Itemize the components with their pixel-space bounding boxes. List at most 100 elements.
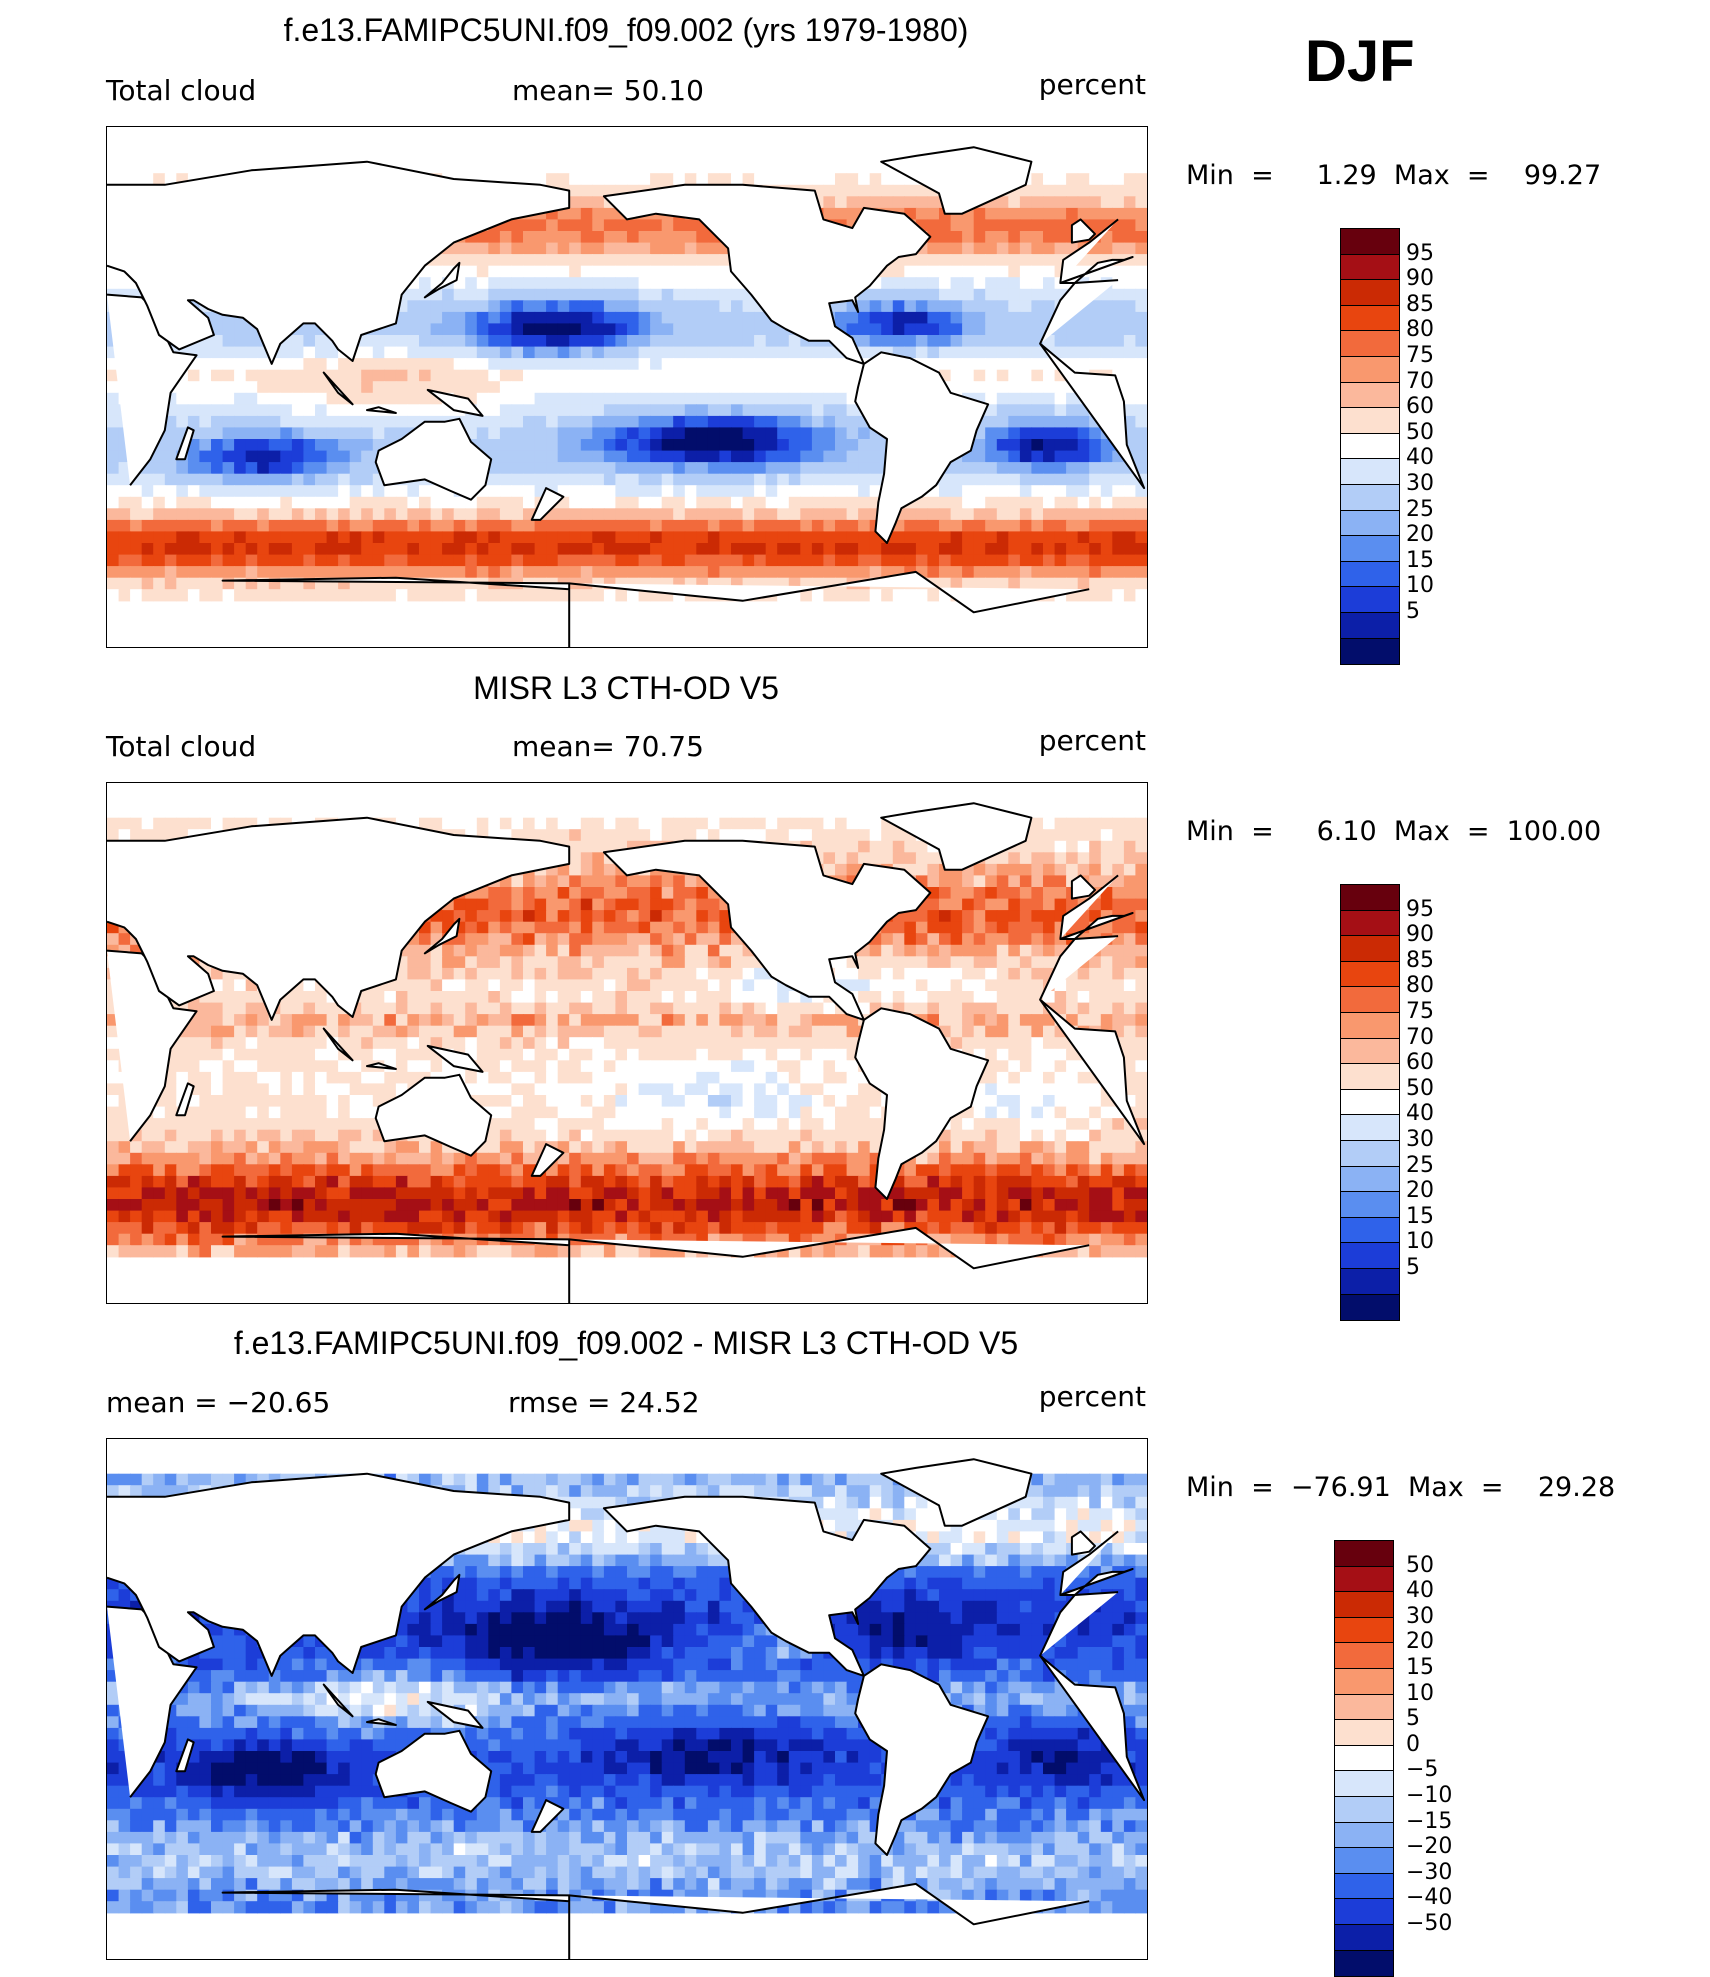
field-cell xyxy=(939,497,951,509)
field-cell xyxy=(777,566,789,578)
field-cell xyxy=(997,520,1009,532)
field-cell xyxy=(615,829,627,841)
field-cell xyxy=(974,945,986,957)
field-cell xyxy=(431,312,443,324)
field-cell xyxy=(1135,404,1147,416)
field-cell xyxy=(951,381,963,393)
field-cell xyxy=(1031,173,1043,185)
field-cell xyxy=(685,266,697,278)
field-cell xyxy=(280,439,292,451)
field-cell xyxy=(292,531,304,543)
field-cell xyxy=(847,589,859,601)
field-cell xyxy=(800,818,812,830)
field-cell xyxy=(650,231,662,243)
field-cell xyxy=(823,173,835,185)
field-cell xyxy=(384,358,396,370)
field-cell xyxy=(662,404,674,416)
field-cell xyxy=(569,899,581,911)
field-cell xyxy=(719,277,731,289)
field-cell xyxy=(327,462,339,474)
field-cell xyxy=(1112,497,1124,509)
field-cell xyxy=(176,416,188,428)
field-cell xyxy=(1020,497,1032,509)
field-cell xyxy=(650,531,662,543)
field-cell xyxy=(719,289,731,301)
field-cell xyxy=(442,910,454,922)
field-cell xyxy=(835,358,847,370)
field-cell xyxy=(1135,312,1147,324)
field-cell xyxy=(985,219,997,231)
field-cell xyxy=(327,427,339,439)
field-cell xyxy=(477,910,489,922)
field-cell xyxy=(847,323,859,335)
field-cell xyxy=(488,933,500,945)
field-cell xyxy=(673,543,685,555)
field-cell xyxy=(431,922,443,934)
field-cell xyxy=(153,451,165,463)
field-cell xyxy=(927,945,939,957)
field-cell xyxy=(569,277,581,289)
field-cell xyxy=(604,1003,616,1015)
field-cell xyxy=(1135,841,1147,853)
field-cell xyxy=(997,266,1009,278)
field-cell xyxy=(997,543,1009,555)
field-cell xyxy=(188,462,200,474)
field-cell xyxy=(1031,531,1043,543)
field-cell xyxy=(1078,196,1090,208)
field-cell xyxy=(1008,566,1020,578)
field-cell xyxy=(188,370,200,382)
field-cell xyxy=(1020,196,1032,208)
field-cell xyxy=(569,393,581,405)
field-cell xyxy=(985,208,997,220)
field-cell xyxy=(1008,520,1020,532)
field-cell xyxy=(927,933,939,945)
field-cell xyxy=(569,243,581,255)
field-cell xyxy=(303,1003,315,1015)
field-cell xyxy=(1043,208,1055,220)
field-cell xyxy=(615,277,627,289)
field-cell xyxy=(685,910,697,922)
field-cell xyxy=(535,818,547,830)
field-cell xyxy=(823,543,835,555)
field-cell xyxy=(997,243,1009,255)
field-cell xyxy=(373,520,385,532)
field-cell xyxy=(731,474,743,486)
field-cell xyxy=(442,508,454,520)
field-cell xyxy=(823,578,835,590)
field-cell xyxy=(500,979,512,991)
field-cell xyxy=(592,173,604,185)
panel-1-title: f.e13.FAMIPC5UNI.f09_f09.002 (yrs 1979-1… xyxy=(106,12,1146,49)
field-cell xyxy=(119,589,131,601)
field-cell xyxy=(951,266,963,278)
field-cell xyxy=(592,219,604,231)
field-cell xyxy=(1089,531,1101,543)
field-cell xyxy=(1020,566,1032,578)
field-cell xyxy=(974,254,986,266)
field-cell xyxy=(234,427,246,439)
field-cell xyxy=(269,485,281,497)
field-cell xyxy=(604,254,616,266)
field-cell xyxy=(350,497,362,509)
field-cell xyxy=(488,393,500,405)
field-cell xyxy=(916,968,928,980)
field-cell xyxy=(511,1003,523,1015)
field-cell xyxy=(997,451,1009,463)
field-cell xyxy=(315,555,327,567)
field-cell xyxy=(627,520,639,532)
field-cell xyxy=(165,485,177,497)
field-cell xyxy=(327,404,339,416)
field-cell xyxy=(535,956,547,968)
field-cell xyxy=(615,312,627,324)
field-cell xyxy=(627,945,639,957)
field-cell xyxy=(1020,231,1032,243)
field-cell xyxy=(558,508,570,520)
field-cell xyxy=(1089,979,1101,991)
field-cell xyxy=(338,416,350,428)
field-cell xyxy=(974,566,986,578)
field-cell xyxy=(130,173,142,185)
field-cell xyxy=(939,933,951,945)
field-cell xyxy=(292,1003,304,1015)
field-cell xyxy=(1055,829,1067,841)
field-cell xyxy=(812,555,824,567)
field-cell xyxy=(350,427,362,439)
